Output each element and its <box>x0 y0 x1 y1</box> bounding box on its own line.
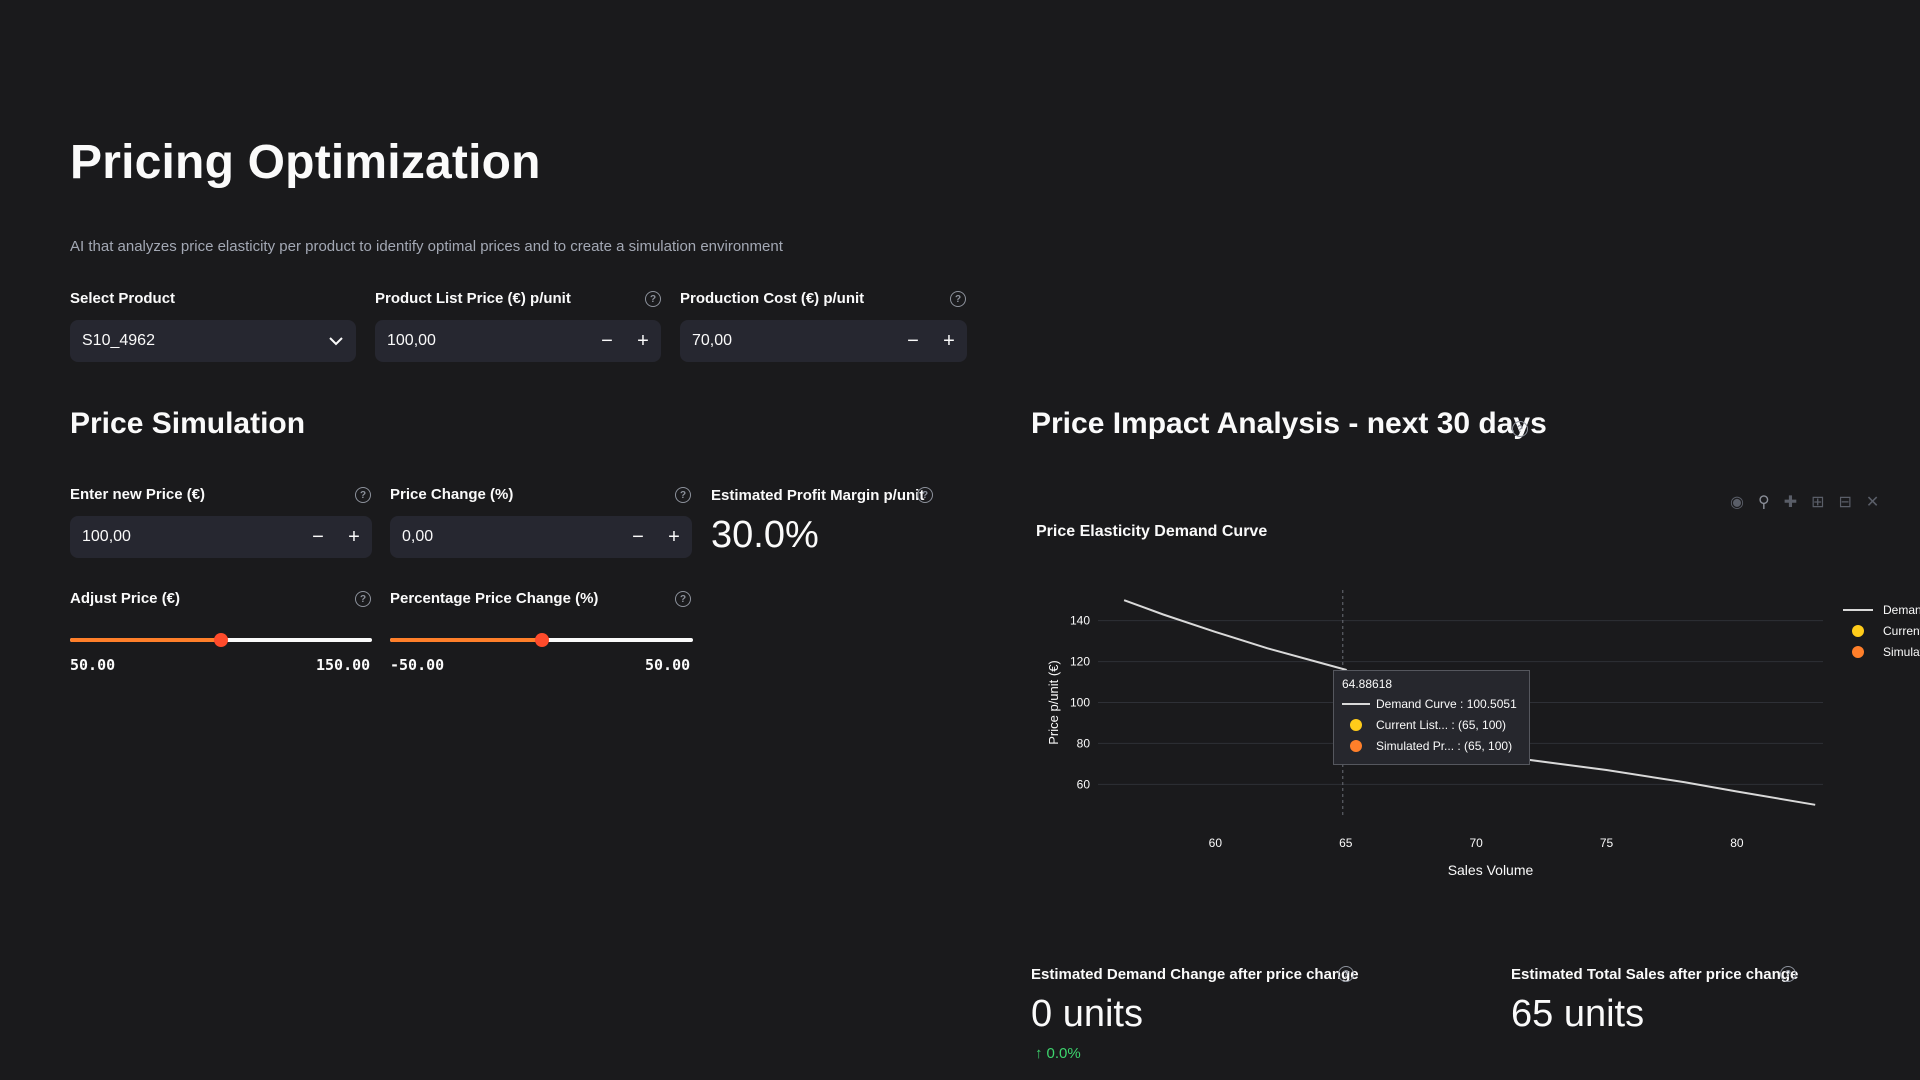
tooltip-row: Current List... : (65, 100) <box>1342 714 1521 735</box>
slider-min-label: -50.00 <box>390 656 445 674</box>
list-price-label: Product List Price (€) p/unit <box>375 290 571 307</box>
list-price-value[interactable]: 100,00 <box>387 332 436 349</box>
y-tick-label: 60 <box>1077 777 1091 791</box>
increment-button[interactable]: + <box>943 329 955 352</box>
percentage-change-slider[interactable] <box>390 633 693 647</box>
zoom-icon[interactable]: ⚲ <box>1757 494 1770 511</box>
legend-label: Demand <box>1883 603 1920 617</box>
select-product-dropdown[interactable]: S10_4962 <box>70 320 356 362</box>
x-tick-label: 80 <box>1730 836 1744 850</box>
list-price-input[interactable]: 100,00 − + <box>375 320 661 362</box>
chart-tooltip: 64.88618 Demand Curve : 100.5051 Current … <box>1333 670 1530 765</box>
price-change-label: Price Change (%) <box>390 486 514 503</box>
decrement-button[interactable]: − <box>601 329 613 352</box>
new-price-input[interactable]: 100,00 − + <box>70 516 372 558</box>
decrement-button[interactable]: − <box>907 329 919 352</box>
percentage-change-label: Percentage Price Change (%) <box>390 590 599 607</box>
decrement-button[interactable]: − <box>312 525 324 548</box>
increment-button[interactable]: + <box>348 525 360 548</box>
decrement-button[interactable]: − <box>632 525 644 548</box>
increment-button[interactable]: + <box>637 329 649 352</box>
tooltip-swatch <box>1342 702 1370 706</box>
legend-swatch <box>1852 625 1864 637</box>
help-icon[interactable]: ? <box>1780 966 1796 982</box>
x-axis-title: Sales Volume <box>1448 862 1534 878</box>
legend-label: Simulate <box>1883 645 1920 659</box>
help-icon[interactable]: ? <box>355 487 371 503</box>
price-impact-title: Price Impact Analysis - next 30 days <box>1031 407 1547 440</box>
y-tick-label: 120 <box>1070 655 1090 669</box>
slider-fill <box>390 638 542 642</box>
legend-swatch <box>1852 646 1864 658</box>
tooltip-x-value: 64.88618 <box>1342 677 1393 691</box>
demand-change-value: 0 units <box>1031 993 1143 1035</box>
help-icon[interactable]: ? <box>1338 966 1354 982</box>
x-tick-label: 75 <box>1600 836 1614 850</box>
y-tick-label: 140 <box>1070 614 1090 628</box>
help-icon[interactable]: ? <box>355 591 371 607</box>
legend-label: Current <box>1883 624 1920 638</box>
y-axis-title: Price p/unit (€) <box>1046 660 1061 745</box>
production-cost-input[interactable]: 70,00 − + <box>680 320 967 362</box>
chart-title: Price Elasticity Demand Curve <box>1036 523 1268 540</box>
tooltip-text: Current List... : (65, 100) <box>1376 717 1507 732</box>
help-icon[interactable]: ? <box>917 487 933 503</box>
tooltip-swatch <box>1342 718 1370 731</box>
adjust-price-label: Adjust Price (€) <box>70 590 181 607</box>
camera-icon[interactable]: ◉ <box>1730 494 1744 511</box>
price-change-input[interactable]: 0,00 − + <box>390 516 692 558</box>
help-icon[interactable]: ? <box>1512 421 1528 437</box>
tooltip-row: Simulated Pr... : (65, 100) <box>1342 735 1521 756</box>
new-price-label: Enter new Price (€) <box>70 486 206 503</box>
help-icon[interactable]: ? <box>675 591 691 607</box>
production-cost-value[interactable]: 70,00 <box>692 332 733 349</box>
zoom-out-icon[interactable]: ⊟ <box>1838 494 1852 511</box>
slider-thumb[interactable] <box>214 633 228 647</box>
chart-modebar: ◉ ⚲ ✚ ⊞ ⊟ ✕ <box>1730 492 1879 512</box>
tooltip-text: Demand Curve : 100.5051 <box>1376 696 1517 711</box>
increment-button[interactable]: + <box>668 525 680 548</box>
zoom-in-icon[interactable]: ⊞ <box>1811 494 1825 511</box>
page-description: AI that analyzes price elasticity per pr… <box>70 238 783 255</box>
profit-margin-label: Estimated Profit Margin p/unit <box>711 487 925 504</box>
select-product-value: S10_4962 <box>82 332 155 349</box>
new-price-value[interactable]: 100,00 <box>82 528 131 545</box>
x-tick-label: 65 <box>1339 836 1353 850</box>
reset-axes-icon[interactable]: ✕ <box>1865 494 1880 511</box>
y-tick-label: 80 <box>1077 736 1091 750</box>
total-sales-label: Estimated Total Sales after price change <box>1511 966 1799 983</box>
slider-max-label: 50.00 <box>645 656 691 674</box>
tooltip-text: Simulated Pr... : (65, 100) <box>1376 738 1513 753</box>
arrow-up-icon: ↑ <box>1035 1045 1043 1062</box>
slider-min-label: 50.00 <box>70 656 116 674</box>
page-title: Pricing Optimization <box>70 136 541 189</box>
total-sales-value: 65 units <box>1511 993 1645 1035</box>
price-simulation-title: Price Simulation <box>70 407 306 440</box>
adjust-price-slider[interactable] <box>70 633 372 647</box>
help-icon[interactable]: ? <box>950 291 966 307</box>
price-change-value[interactable]: 0,00 <box>402 528 434 545</box>
help-icon[interactable]: ? <box>675 487 691 503</box>
help-icon[interactable]: ? <box>645 291 661 307</box>
demand-change-label: Estimated Demand Change after price chan… <box>1031 966 1359 983</box>
demand-change-delta: ↑ 0.0% <box>1035 1045 1081 1062</box>
select-product-label: Select Product <box>70 290 176 307</box>
tooltip-row: Demand Curve : 100.5051 <box>1342 693 1521 714</box>
x-tick-label: 60 <box>1209 836 1223 850</box>
production-cost-label: Production Cost (€) p/unit <box>680 290 865 307</box>
tooltip-swatch <box>1342 739 1370 752</box>
demand-change-delta-value: 0.0% <box>1046 1045 1081 1062</box>
slider-max-label: 150.00 <box>316 656 371 674</box>
y-tick-label: 100 <box>1070 696 1090 710</box>
slider-fill <box>70 638 221 642</box>
chevron-down-icon <box>316 336 356 346</box>
slider-thumb[interactable] <box>534 633 549 647</box>
x-tick-label: 70 <box>1469 836 1483 850</box>
profit-margin-value: 30.0% <box>711 514 819 556</box>
pan-icon[interactable]: ✚ <box>1783 494 1798 511</box>
